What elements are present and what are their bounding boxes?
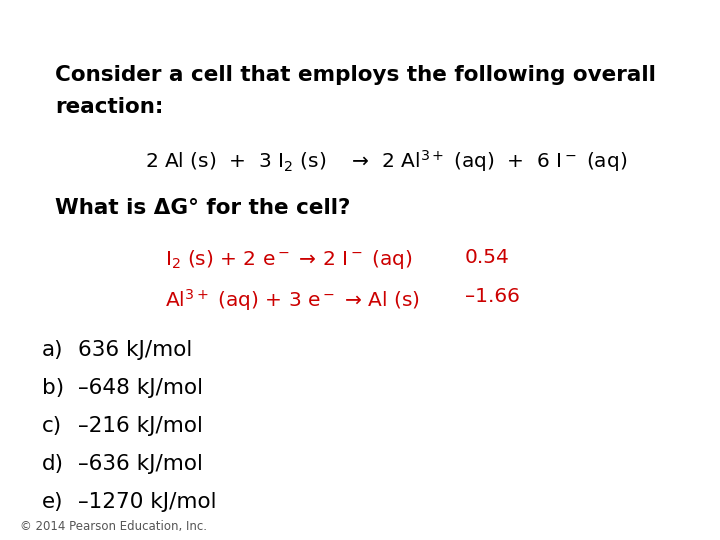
Text: a): a) <box>42 340 63 360</box>
Text: © 2014 Pearson Education, Inc.: © 2014 Pearson Education, Inc. <box>20 520 207 533</box>
Text: c): c) <box>42 416 62 436</box>
Text: –1.66: –1.66 <box>465 287 520 306</box>
Text: 2 Al (s)  +  3 I$_2$ (s)    →  2 Al$^{3+}$ (aq)  +  6 I$^-$ (aq): 2 Al (s) + 3 I$_2$ (s) → 2 Al$^{3+}$ (aq… <box>145 148 627 174</box>
Text: –648 kJ/mol: –648 kJ/mol <box>78 378 203 398</box>
Text: reaction:: reaction: <box>55 97 163 117</box>
Text: –636 kJ/mol: –636 kJ/mol <box>78 454 203 474</box>
Text: 636 kJ/mol: 636 kJ/mol <box>78 340 192 360</box>
Text: e): e) <box>42 492 63 512</box>
Text: d): d) <box>42 454 64 474</box>
Text: Al$^{3+}$ (aq) + 3 e$^-$ → Al (s): Al$^{3+}$ (aq) + 3 e$^-$ → Al (s) <box>165 287 420 313</box>
Text: –216 kJ/mol: –216 kJ/mol <box>78 416 203 436</box>
Text: b): b) <box>42 378 64 398</box>
Text: 0.54: 0.54 <box>465 248 510 267</box>
Text: Consider a cell that employs the following overall: Consider a cell that employs the followi… <box>55 65 656 85</box>
Text: –1270 kJ/mol: –1270 kJ/mol <box>78 492 217 512</box>
Text: I$_2$ (s) + 2 e$^-$ → 2 I$^-$ (aq): I$_2$ (s) + 2 e$^-$ → 2 I$^-$ (aq) <box>165 248 413 271</box>
Text: What is ΔG° for the cell?: What is ΔG° for the cell? <box>55 198 351 218</box>
